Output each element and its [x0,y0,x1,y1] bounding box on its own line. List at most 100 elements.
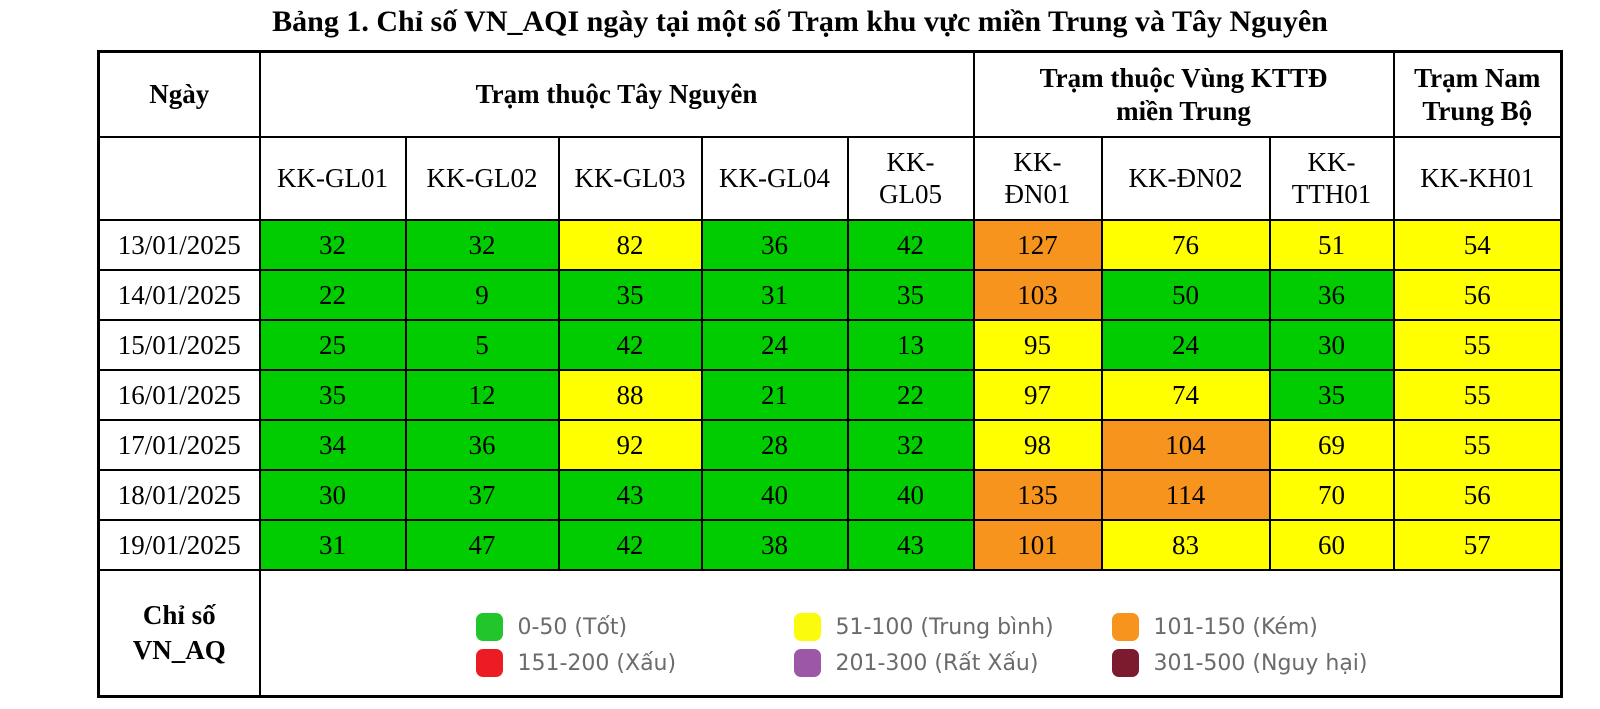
legend-color-swatch-bad [475,649,503,677]
station-header-2: KK-GL02 [404,136,560,221]
aqi-value-cell: 31 [258,519,407,571]
aqi-value-cell: 12 [404,369,560,421]
legend-item-label: 51-100 (Trung bình) [835,614,1054,640]
table-row: 16/01/2025 35 12 88 21 22 97 74 35 55 [97,369,1563,421]
station-header-5: KK- GL05 [846,136,975,221]
date-cell: 18/01/2025 [97,469,261,521]
table-row: 19/01/2025 31 47 42 38 43 101 83 60 57 [97,519,1563,571]
aqi-value-cell: 30 [1268,319,1395,371]
station-header-9: KK-KH01 [1392,136,1563,221]
aqi-value-cell: 24 [1100,319,1271,371]
legend-row: Chỉ số VN_AQ 0-50 (Tốt) 51-100 (Trung bìn… [97,569,1563,698]
aqi-value-cell: 101 [972,519,1103,571]
aqi-value-cell: 5 [404,319,560,371]
date-column-header: Ngày [97,50,261,138]
legend-item-poor: 101-150 (Kém) [1111,613,1561,641]
aqi-value-cell: 35 [258,369,407,421]
table-row: 18/01/2025 30 37 43 40 40 135 114 70 56 [97,469,1563,521]
legend-color-swatch-very-bad [793,649,821,677]
date-cell: 13/01/2025 [97,219,261,271]
legend-item-bad: 151-200 (Xấu) [475,649,794,677]
station-header-1: KK-GL01 [258,136,407,221]
legend-color-swatch-hazardous [1111,649,1139,677]
aqi-value-cell: 42 [557,519,703,571]
group-header-kttd-mien-trung: Trạm thuộc Vùng KTTĐ miền Trung [972,50,1395,138]
aqi-value-cell: 82 [557,219,703,271]
aqi-value-cell: 98 [972,419,1103,471]
aqi-value-cell: 47 [404,519,560,571]
aqi-value-cell: 54 [1392,219,1563,271]
aqi-value-cell: 104 [1100,419,1271,471]
date-cell: 19/01/2025 [97,519,261,571]
aqi-value-cell: 22 [846,369,975,421]
aqi-value-cell: 35 [557,269,703,321]
aqi-value-cell: 36 [1268,269,1395,321]
aqi-value-cell: 24 [700,319,849,371]
aqi-value-cell: 55 [1392,369,1563,421]
aqi-value-cell: 28 [700,419,849,471]
aqi-value-cell: 13 [846,319,975,371]
group-header-nam-trung-bo: Trạm Nam Trung Bộ [1392,50,1563,138]
aqi-value-cell: 95 [972,319,1103,371]
legend-item-label: 151-200 (Xấu) [517,650,677,676]
aqi-value-cell: 22 [258,269,407,321]
aqi-value-cell: 38 [700,519,849,571]
group-header-row: Ngày Trạm thuộc Tây Nguyên Trạm thuộc Vù… [97,50,1563,138]
aqi-value-cell: 9 [404,269,560,321]
table-row: 15/01/2025 25 5 42 24 13 95 24 30 55 [97,319,1563,371]
aqi-value-cell: 56 [1392,269,1563,321]
aqi-value-cell: 135 [972,469,1103,521]
aqi-value-cell: 21 [700,369,849,421]
aqi-value-cell: 103 [972,269,1103,321]
aqi-value-cell: 30 [258,469,407,521]
group-header-tay-nguyen: Trạm thuộc Tây Nguyên [258,50,975,138]
legend-item-label: 301-500 (Nguy hại) [1153,650,1368,676]
legend-item-good: 0-50 (Tốt) [475,613,794,641]
station-header-8: KK- TTH01 [1268,136,1395,221]
station-header-3: KK-GL03 [557,136,703,221]
aqi-value-cell: 42 [557,319,703,371]
legend-item-very-bad: 201-300 (Rất Xấu) [793,649,1112,677]
aqi-value-cell: 76 [1100,219,1271,271]
aqi-value-cell: 36 [700,219,849,271]
aqi-value-cell: 32 [258,219,407,271]
aqi-value-cell: 60 [1268,519,1395,571]
aqi-value-cell: 42 [846,219,975,271]
aqi-value-cell: 83 [1100,519,1271,571]
aqi-value-cell: 32 [404,219,560,271]
aqi-value-cell: 127 [972,219,1103,271]
legend-item-label: 101-150 (Kém) [1153,614,1318,640]
legend-item-label: 201-300 (Rất Xấu) [835,650,1039,676]
page-title: Bảng 1. Chỉ số VN_AQI ngày tại một số Tr… [272,5,1328,38]
aqi-value-cell: 92 [557,419,703,471]
aqi-value-cell: 57 [1392,519,1563,571]
aqi-value-cell: 43 [557,469,703,521]
station-header-7: KK-ĐN02 [1100,136,1271,221]
aqi-value-cell: 55 [1392,419,1563,471]
aqi-value-cell: 114 [1100,469,1271,521]
station-header-row: KK-GL01 KK-GL02 KK-GL03 KK-GL04 KK- GL05 KK- … [97,136,1563,221]
station-header-4: KK-GL04 [700,136,849,221]
aqi-value-cell: 40 [700,469,849,521]
legend-color-swatch-good [475,613,503,641]
aqi-value-cell: 97 [972,369,1103,421]
legend-cell: 0-50 (Tốt) 51-100 (Trung bình) 101-150 (Ké… [258,569,1563,698]
aqi-value-cell: 25 [258,319,407,371]
aqi-value-cell: 32 [846,419,975,471]
aqi-value-cell: 34 [258,419,407,471]
date-cell: 17/01/2025 [97,419,261,471]
legend-color-swatch-moderate [793,613,821,641]
aqi-value-cell: 74 [1100,369,1271,421]
aqi-value-cell: 40 [846,469,975,521]
station-header-6: KK- ĐN01 [972,136,1103,221]
aqi-value-cell: 36 [404,419,560,471]
legend-item-hazardous: 301-500 (Nguy hại) [1111,649,1561,677]
legend-label: Chỉ số VN_AQ [97,569,261,698]
aqi-value-cell: 37 [404,469,560,521]
date-column-subheader-empty [97,136,261,221]
aqi-value-cell: 43 [846,519,975,571]
aqi-value-cell: 35 [846,269,975,321]
aqi-value-cell: 55 [1392,319,1563,371]
legend-item-moderate: 51-100 (Trung bình) [793,613,1112,641]
table-row: 13/01/2025 32 32 82 36 42 127 76 51 54 [97,219,1563,271]
